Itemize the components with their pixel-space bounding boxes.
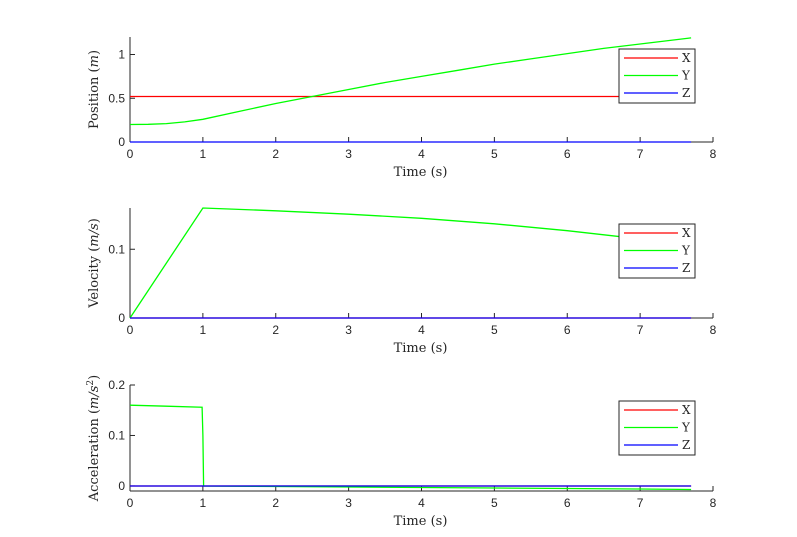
x-tick-label: 7 [637, 323, 644, 337]
y-tick-label: 0.5 [108, 91, 125, 105]
x-tick-label: 6 [564, 323, 571, 337]
chart-1: 0 1 2 3 4 5 6 7 8 0 0.5 1 Time (s) Position (m) XYZ [87, 37, 717, 180]
x-tick-label: 7 [637, 496, 644, 510]
legend-label-z: Z [682, 86, 690, 100]
legend-label-z: Z [682, 438, 690, 452]
x-tick-label: 2 [272, 147, 279, 161]
x-tick-label: 1 [200, 323, 207, 337]
x-tick-label: 4 [418, 496, 425, 510]
legend-label-y: Y [681, 244, 691, 258]
x-tick-label: 8 [710, 496, 717, 510]
x-tick-label: 1 [200, 147, 207, 161]
y-tick-label: 0.1 [108, 428, 125, 442]
x-tick-label: 8 [710, 323, 717, 337]
legend-label-z: Z [682, 261, 690, 275]
x-tick-label: 0 [127, 147, 134, 161]
x-tick-label: 3 [345, 496, 352, 510]
series-line-y [129, 207, 692, 319]
x-tick-label: 1 [200, 496, 207, 510]
x-tick-label: 3 [345, 147, 352, 161]
x-tick-label: 3 [345, 323, 352, 337]
legend-label-x: X [682, 403, 691, 417]
x-tick-label: 8 [710, 147, 717, 161]
chart-3: 0 1 2 3 4 5 6 7 8 0 0.1 0.2 Time (s) Acceleration (m/… [86, 375, 717, 529]
x-tick-label: 5 [491, 147, 498, 161]
legend: XYZ [618, 400, 696, 456]
legend-label-x: X [682, 51, 691, 65]
series-line-y [129, 404, 692, 491]
y-tick-label: 0 [118, 479, 125, 493]
chart-2: 0 1 2 3 4 5 6 7 8 0 0.1 Time (s) Velocity (m/s) XYZ [87, 207, 717, 356]
x-axis-label: Time (s) [394, 514, 448, 529]
x-tick-label: 0 [127, 496, 134, 510]
legend: XYZ [618, 223, 696, 279]
x-tick-label: 4 [418, 147, 425, 161]
x-axis-label: Time (s) [394, 341, 448, 356]
series-line-y [129, 37, 692, 126]
legend-label-y: Y [681, 69, 691, 83]
x-tick-label: 5 [491, 323, 498, 337]
y-tick-label: 0.2 [108, 378, 125, 392]
y-tick-label: 0.1 [108, 242, 125, 256]
y-tick-label: 0 [118, 311, 125, 325]
y-tick-label: 1 [118, 48, 125, 62]
x-tick-label: 6 [564, 147, 571, 161]
x-tick-label: 2 [272, 496, 279, 510]
legend-label-y: Y [681, 421, 691, 435]
x-axis-label: Time (s) [394, 165, 448, 180]
x-tick-label: 7 [637, 147, 644, 161]
y-axis-label: Acceleration (m/s2) [86, 375, 102, 502]
x-tick-label: 4 [418, 323, 425, 337]
legend: XYZ [618, 48, 696, 104]
x-tick-label: 6 [564, 496, 571, 510]
legend-label-x: X [682, 226, 691, 240]
x-tick-label: 2 [272, 323, 279, 337]
x-tick-label: 5 [491, 496, 498, 510]
x-tick-label: 0 [127, 323, 134, 337]
y-tick-label: 0 [118, 135, 125, 149]
y-axis-label: Position (m) [87, 50, 102, 129]
y-axis-label: Velocity (m/s) [87, 218, 102, 309]
